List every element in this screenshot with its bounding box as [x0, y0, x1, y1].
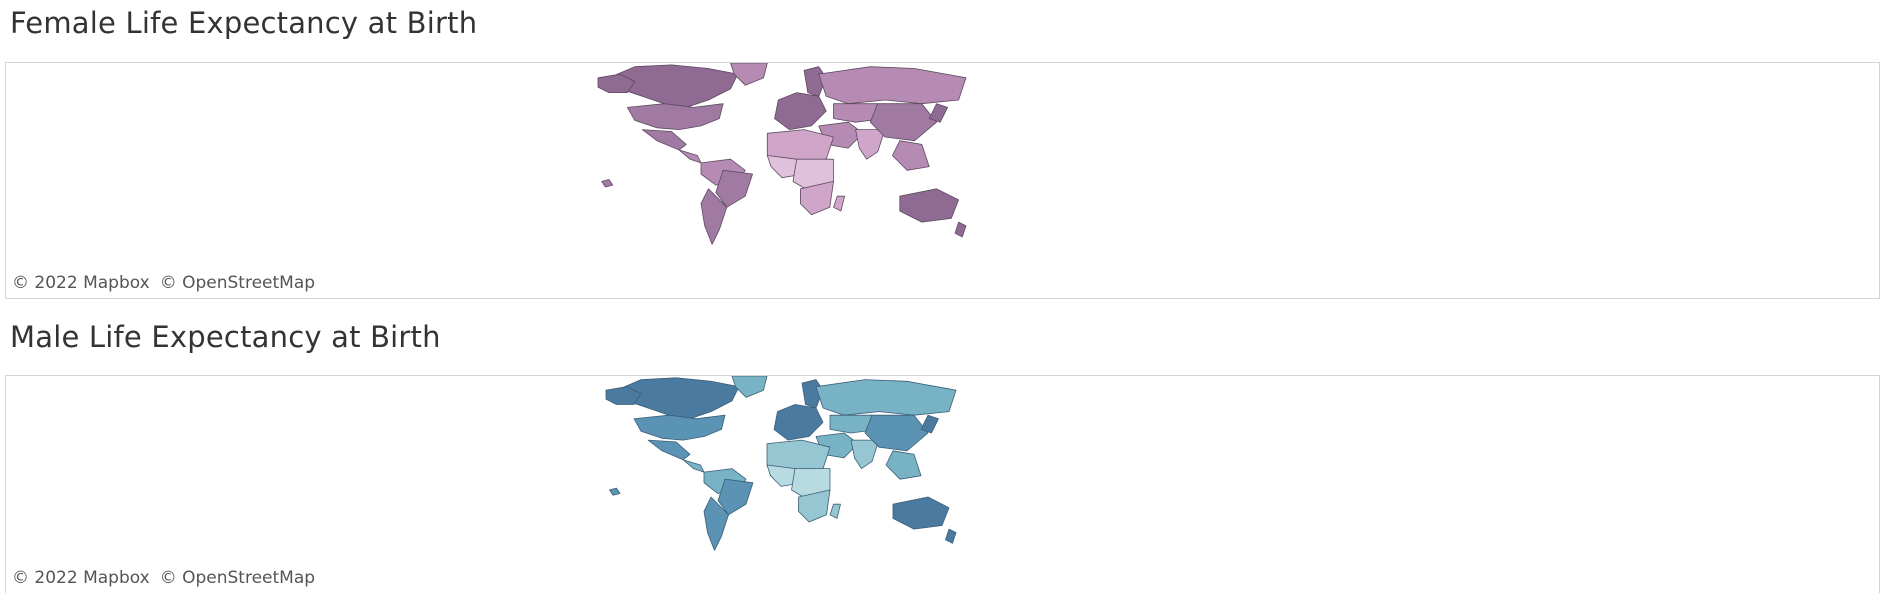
male-map-title: Male Life Expectancy at Birth: [10, 320, 441, 354]
country-southern-africa[interactable]: [800, 181, 834, 216]
country-madagascar[interactable]: [829, 503, 841, 519]
female-world-map[interactable]: [6, 63, 1880, 299]
country-hawaii-dot[interactable]: [609, 487, 621, 496]
country-southern-africa[interactable]: [798, 489, 831, 523]
country-russia[interactable]: [815, 379, 957, 416]
country-southeast-asia[interactable]: [892, 140, 930, 171]
country-australia[interactable]: [892, 496, 950, 530]
country-india[interactable]: [850, 439, 880, 469]
country-south-america-south[interactable]: [700, 188, 728, 245]
map-countries: [597, 63, 967, 245]
country-japan[interactable]: [928, 103, 948, 123]
osm-attribution[interactable]: © OpenStreetMap: [159, 568, 316, 588]
country-usa[interactable]: [633, 414, 726, 441]
country-europe[interactable]: [773, 404, 824, 441]
country-new-zealand[interactable]: [945, 528, 957, 544]
mapbox-attribution[interactable]: © 2022 Mapbox: [12, 568, 150, 588]
country-greenland[interactable]: [730, 63, 768, 86]
country-europe[interactable]: [774, 92, 827, 130]
country-usa[interactable]: [627, 103, 724, 130]
osm-attribution[interactable]: © OpenStreetMap: [159, 273, 316, 293]
map-attribution: © 2022 Mapbox © OpenStreetMap: [12, 568, 325, 588]
country-alaska[interactable]: [597, 73, 636, 94]
country-mexico[interactable]: [641, 129, 687, 151]
country-russia[interactable]: [818, 66, 967, 105]
female-map-title: Female Life Expectancy at Birth: [10, 6, 478, 40]
country-china[interactable]: [869, 103, 937, 142]
country-central-america[interactable]: [682, 459, 705, 473]
map-attribution: © 2022 Mapbox © OpenStreetMap: [12, 273, 325, 293]
country-china[interactable]: [864, 414, 929, 452]
male-world-map[interactable]: [6, 376, 1880, 593]
country-southeast-asia[interactable]: [885, 450, 922, 480]
country-mexico[interactable]: [647, 439, 691, 461]
mapbox-attribution[interactable]: © 2022 Mapbox: [12, 273, 150, 293]
country-australia[interactable]: [899, 188, 959, 223]
country-india[interactable]: [855, 129, 886, 160]
female-life-expectancy-map[interactable]: © 2022 Mapbox © OpenStreetMap: [5, 62, 1880, 299]
country-south-america-south[interactable]: [703, 496, 729, 551]
country-greenland[interactable]: [731, 376, 768, 398]
map-countries: [605, 376, 957, 551]
country-madagascar[interactable]: [833, 195, 845, 212]
male-life-expectancy-map[interactable]: © 2022 Mapbox © OpenStreetMap: [5, 375, 1880, 593]
country-japan[interactable]: [920, 414, 939, 434]
country-alaska[interactable]: [605, 386, 642, 405]
country-brazil[interactable]: [715, 169, 753, 208]
country-brazil[interactable]: [717, 478, 754, 516]
country-hawaii-dot[interactable]: [601, 179, 614, 188]
country-central-america[interactable]: [678, 149, 702, 164]
country-new-zealand[interactable]: [954, 221, 967, 238]
